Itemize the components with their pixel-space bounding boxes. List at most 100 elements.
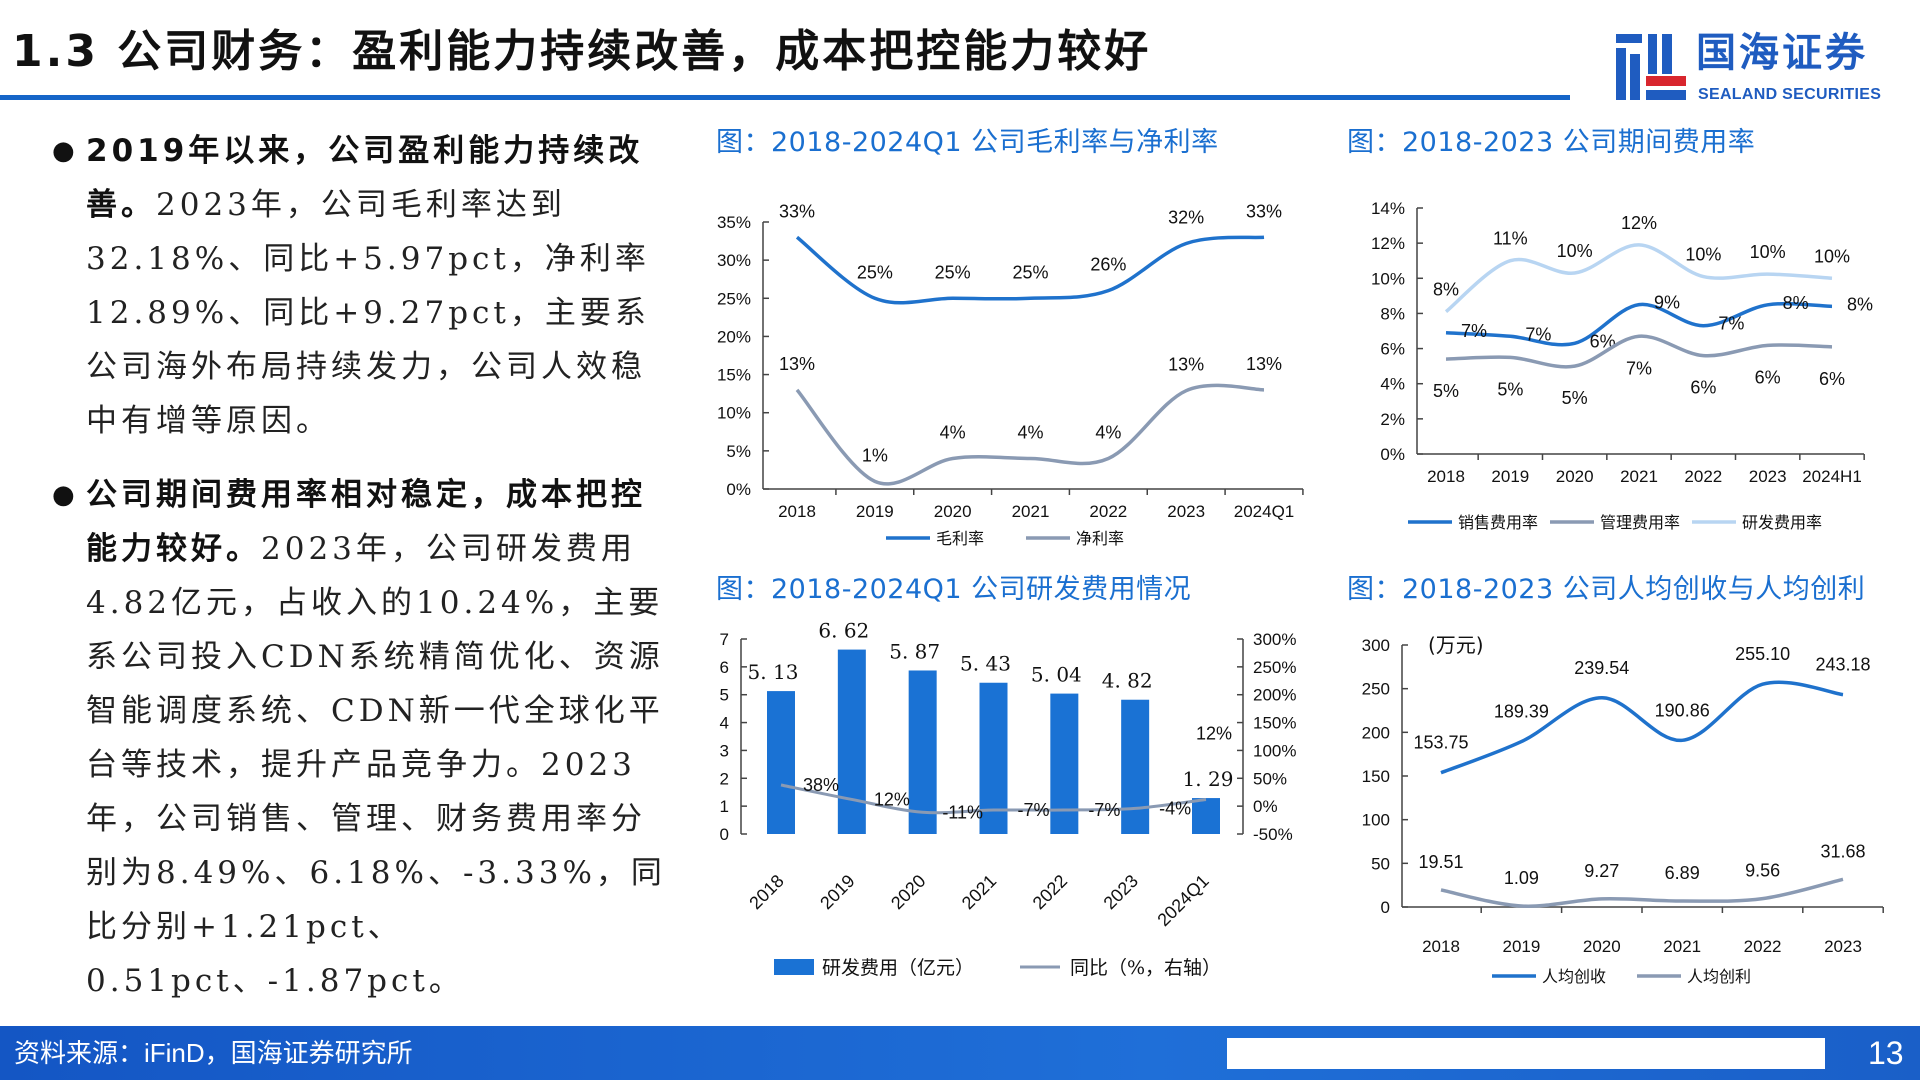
y-tick-label: 5 — [720, 686, 729, 705]
y-tick-label: 7 — [720, 630, 729, 649]
bar-rnd-expense — [1050, 693, 1079, 834]
bullet-text: 2023年，公司研发费用4.82亿元，占收入的10.24%，主要系公司投入CDN… — [86, 531, 666, 999]
x-tick-label: 2019 — [816, 871, 858, 913]
data-label: 10% — [1557, 241, 1593, 261]
page-title: 1.3 公司财务：盈利能力持续改善，成本把控能力较好 — [12, 26, 1152, 77]
data-label: 1.09 — [1504, 868, 1539, 888]
y-tick-label: 2 — [720, 769, 729, 788]
data-label: 6% — [1819, 369, 1845, 389]
y-tick-label: 100% — [1253, 741, 1296, 760]
y-tick-label: 14% — [1371, 199, 1405, 218]
x-tick-label: 2024Q1 — [1153, 871, 1212, 930]
data-label: 25% — [1012, 262, 1048, 282]
y-tick-label: 300 — [1362, 636, 1390, 655]
bullet-paragraph: ● 公司期间费用率相对稳定，成本把控能力较好。2023年，公司研发费用4.82亿… — [52, 468, 676, 1008]
y-tick-label: 150% — [1253, 714, 1296, 733]
data-label: 243.18 — [1815, 655, 1870, 675]
data-label: 4% — [1095, 422, 1121, 442]
x-tick-label: 2021 — [1663, 937, 1701, 956]
y-tick-label: 8% — [1380, 304, 1405, 323]
chart-title-rnd: 图：2018-2024Q1 公司研发费用情况 — [716, 574, 1192, 605]
data-label: 6.89 — [1665, 863, 1700, 883]
legend-label: 销售费用率 — [1458, 513, 1538, 532]
data-label: 9% — [1654, 293, 1680, 313]
data-label: 8% — [1783, 293, 1809, 313]
x-tick-label: 2020 — [887, 871, 929, 913]
bar-data-label: 5. 04 — [1031, 663, 1082, 687]
y-tick-label: 20% — [717, 327, 751, 346]
y-tick-label: 250% — [1253, 658, 1296, 677]
bar-data-label: 5. 43 — [960, 652, 1011, 676]
y-tick-label: 50% — [1253, 769, 1287, 788]
line-data-label: -7% — [1088, 800, 1120, 820]
data-label: 5% — [1497, 379, 1523, 399]
y-tick-label: 150 — [1362, 767, 1390, 786]
series-line-yoy — [780, 783, 1207, 815]
logo-text-en: SEALAND SECURITIES — [1698, 86, 1882, 103]
x-tick-label: 2023 — [1167, 502, 1205, 521]
data-label: 9.56 — [1745, 861, 1780, 881]
data-label: 153.75 — [1413, 733, 1468, 753]
legend-label: 同比（%，右轴） — [1070, 957, 1221, 979]
x-tick-label: 2023 — [1749, 467, 1787, 486]
bar-data-label: 1. 29 — [1183, 767, 1234, 791]
data-label: 33% — [1246, 201, 1282, 221]
data-label: 10% — [1685, 245, 1721, 265]
data-label: 9.27 — [1584, 861, 1619, 881]
y-tick-label: 4% — [1380, 375, 1405, 394]
data-label: 8% — [1433, 280, 1459, 300]
bullet-text: 2023年，公司毛利率达到32.18%、同比+5.97pct，净利率12.89%… — [86, 187, 650, 439]
legend-label: 管理费用率 — [1600, 513, 1680, 532]
data-label: 5% — [1562, 388, 1588, 408]
bullet-icon: ● — [52, 480, 79, 510]
x-tick-label: 2022 — [1029, 871, 1071, 913]
bar-data-label: 5. 13 — [748, 660, 799, 684]
y-tick-label: 4 — [720, 714, 729, 733]
y-tick-label: 1 — [720, 797, 729, 816]
bullet-lead: 公司期间费用率相对稳定，成本把控能力较好。 — [86, 477, 646, 567]
line-data-label: 12% — [1196, 723, 1232, 743]
data-label: 239.54 — [1574, 658, 1629, 678]
legend-label: 人均创收 — [1542, 967, 1606, 986]
chart-title-expense-ratio: 图：2018-2023 公司期间费用率 — [1347, 127, 1756, 158]
unit-label: (万元) — [1428, 633, 1484, 657]
title-divider — [0, 95, 1570, 100]
x-tick-label: 2018 — [1427, 467, 1465, 486]
data-label: 189.39 — [1494, 702, 1549, 722]
x-tick-label: 2021 — [1012, 502, 1050, 521]
legend-label: 研发费用（亿元） — [822, 957, 974, 979]
x-tick-label: 2018 — [1422, 937, 1460, 956]
y-tick-label: 6% — [1380, 340, 1405, 359]
data-label: 255.10 — [1735, 644, 1790, 664]
data-label: 11% — [1493, 229, 1528, 249]
data-label: 7% — [1626, 358, 1652, 378]
data-label: 4% — [1017, 422, 1043, 442]
x-tick-label: 2021 — [958, 871, 1000, 913]
y-tick-label: 0% — [1380, 445, 1405, 464]
y-tick-label: 10% — [717, 404, 751, 423]
y-tick-label: 0% — [1253, 797, 1278, 816]
x-tick-label: 2020 — [1583, 937, 1621, 956]
x-tick-label: 2019 — [856, 502, 894, 521]
x-tick-label: 2019 — [1491, 467, 1529, 486]
chart-title-per-capita: 图：2018-2023 公司人均创收与人均创利 — [1347, 574, 1866, 605]
data-label: 26% — [1090, 255, 1126, 275]
bar-rnd-expense — [767, 691, 795, 834]
legend-swatch-bar — [774, 959, 814, 975]
y-tick-label: 200 — [1362, 723, 1390, 742]
y-tick-label: 5% — [726, 442, 751, 461]
y-tick-label: 0% — [726, 480, 751, 499]
bullet-lead: 2019年以来，公司盈利能力持续改善。 — [86, 133, 644, 223]
y-tick-label: 100 — [1362, 811, 1390, 830]
y-tick-label: 30% — [717, 251, 751, 270]
logo-text-cn: 国海证券 — [1696, 30, 1868, 76]
y-tick-label: 15% — [717, 366, 751, 385]
y-tick-label: 25% — [717, 289, 751, 308]
footer-bar: 资料来源：iFinD，国海证券研究所 13 — [0, 1026, 1920, 1080]
line-data-label: 38% — [803, 775, 839, 795]
line-data-label: -4% — [1159, 798, 1191, 818]
series-line-人均创利 — [1440, 877, 1844, 908]
y-tick-label: 6 — [720, 658, 729, 677]
data-label: 13% — [1246, 354, 1282, 374]
data-label: 13% — [779, 354, 815, 374]
